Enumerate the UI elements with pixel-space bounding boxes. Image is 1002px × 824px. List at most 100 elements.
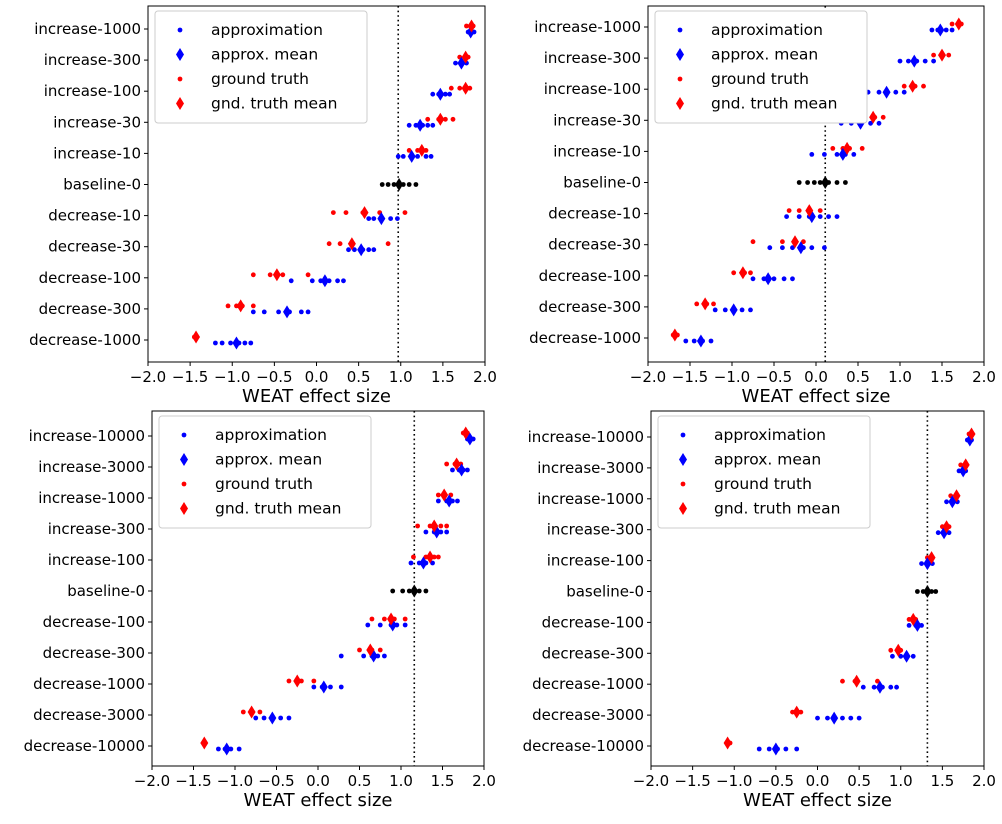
ground-truth-point [958, 462, 964, 468]
y-tick-label: decrease-1000 [29, 331, 141, 349]
y-tick-label: increase-3000 [38, 458, 145, 476]
approximation-point [901, 89, 907, 95]
ground-truth-point [817, 208, 823, 214]
ground-truth-point [859, 146, 865, 151]
x-tick-label: 0.0 [306, 772, 330, 790]
approximation-point [250, 309, 256, 315]
baseline-point [805, 180, 810, 185]
gnd-truth-mean-marker [701, 297, 710, 311]
y-tick-label: increase-10000 [528, 428, 644, 446]
legend-point-icon [677, 27, 683, 33]
approximation-point [748, 307, 753, 313]
gnd-truth-mean-marker [200, 736, 209, 750]
x-tick-label: 0.0 [804, 368, 828, 386]
approx-mean-marker [416, 118, 425, 132]
y-tick-label: decrease-100 [39, 269, 141, 287]
approximation-point [834, 214, 840, 220]
approximation-point [261, 715, 267, 721]
ground-truth-point [946, 52, 952, 58]
y-tick-label: decrease-300 [539, 298, 641, 316]
approximation-point [278, 715, 284, 721]
approximation-point [415, 154, 420, 159]
ground-truth-point [888, 647, 894, 653]
gnd-truth-mean-marker [909, 612, 918, 626]
ground-truth-point [326, 241, 332, 247]
y-tick-label: decrease-30 [48, 238, 141, 256]
x-tick-label: −1.5 [674, 772, 710, 790]
gnd-truth-mean-marker [461, 81, 470, 95]
ground-truth-point [330, 210, 336, 216]
baseline-point [423, 588, 429, 594]
approx-mean-marker [696, 334, 705, 348]
gnd-truth-mean-marker [670, 328, 679, 342]
approximation-point [377, 622, 383, 628]
approximation-point [430, 91, 436, 97]
approximation-point [309, 278, 315, 284]
ground-truth-point [357, 647, 362, 653]
approximation-point [906, 58, 911, 64]
x-tick-label: −1.5 [672, 368, 708, 386]
ground-truth-point [750, 239, 756, 245]
ground-truth-point [830, 146, 836, 151]
baseline-point [817, 180, 823, 185]
approximation-point [371, 247, 377, 253]
legend-diamond-icon [176, 48, 184, 61]
approximation-point [253, 715, 259, 721]
approximation-point [400, 154, 406, 159]
x-tick-label: −0.5 [758, 772, 794, 790]
approx-mean-marker [729, 303, 738, 317]
baseline-mean-marker [395, 178, 404, 191]
y-tick-label: decrease-300 [542, 644, 644, 662]
x-tick-label: 2.0 [473, 368, 497, 386]
gnd-truth-mean-marker [894, 643, 903, 657]
x-tick-label: −1.5 [175, 772, 211, 790]
approx-mean-marker [407, 149, 416, 163]
approximation-point [328, 684, 333, 690]
ground-truth-point [257, 709, 263, 715]
ground-truth-point [443, 116, 448, 122]
legend-point-icon [177, 27, 183, 33]
baseline-mean-marker [410, 584, 419, 598]
approx-mean-marker [222, 742, 231, 756]
ground-truth-point [438, 523, 444, 529]
ground-truth-point [311, 678, 317, 684]
y-tick-label: decrease-100 [542, 613, 644, 631]
y-tick-label: decrease-1000 [529, 329, 641, 347]
legend-label: ground truth [215, 475, 313, 493]
approx-mean-marker [268, 711, 277, 725]
x-tick-label: 0.5 [348, 772, 372, 790]
x-tick-label: 0.5 [847, 772, 871, 790]
y-tick-label: baseline-0 [566, 583, 644, 601]
legend-label: approximation [711, 21, 823, 39]
legend-label: gnd. truth mean [215, 500, 341, 518]
approximation-point [365, 622, 371, 628]
ground-truth-point [435, 492, 441, 498]
approximation-point [750, 276, 756, 282]
gnd-truth-mean-marker [440, 488, 449, 502]
approximation-point [712, 307, 718, 313]
baseline-point [413, 182, 419, 187]
x-axis-title: WEAT effect size [244, 790, 393, 811]
approximation-point [298, 309, 304, 315]
y-tick-label: decrease-30 [548, 236, 641, 254]
ground-truth-point [880, 114, 886, 120]
y-tick-label: decrease-1000 [33, 675, 145, 693]
approximation-point [825, 715, 830, 721]
approximation-point [465, 467, 470, 473]
ground-truth-point [225, 303, 231, 309]
baseline-point [915, 589, 920, 594]
legend-label: approx. mean [215, 451, 322, 469]
approximation-point [366, 216, 372, 222]
approximation-point [809, 152, 815, 157]
y-tick-label: decrease-10 [548, 205, 641, 223]
x-tick-label: 1.5 [431, 772, 455, 790]
approximation-point [906, 623, 912, 628]
baseline-point [811, 180, 817, 185]
baseline-point [385, 182, 391, 187]
legend-label: ground truth [714, 475, 812, 493]
approximation-point [444, 529, 450, 535]
gnd-truth-mean-marker [436, 112, 445, 126]
approximation-point [919, 561, 924, 566]
gnd-truth-mean-marker [461, 426, 470, 440]
x-tick-label: −0.5 [256, 368, 292, 386]
